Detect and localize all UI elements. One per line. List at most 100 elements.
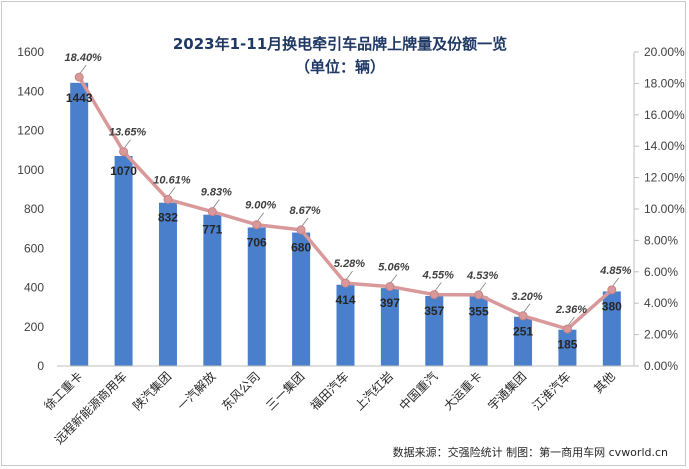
bar-value-label: 380 <box>602 299 622 313</box>
bar-value-label: 680 <box>291 241 311 255</box>
x-category-label: 大运重卡 <box>441 369 485 413</box>
right-y-tick-label: 0.00% <box>644 359 678 373</box>
share-leader-line <box>479 282 486 292</box>
data-labels: 1443 1070 832 771 706 680 414 397 357 355 251 185 38… <box>65 52 632 352</box>
source-note: 数据来源：交强险统计 制图：第一商用车网 cvworld.cn <box>393 445 668 459</box>
share-point <box>429 290 439 300</box>
left-y-tick-label: 1000 <box>17 163 44 177</box>
x-category-label: 其他 <box>591 369 618 396</box>
bar <box>425 295 444 366</box>
share-leader-line <box>168 187 176 196</box>
x-category-label: 陕汽集团 <box>130 369 175 414</box>
share-value-label: 5.06% <box>378 262 409 274</box>
bar <box>292 232 311 366</box>
x-category-label: 一汽解放 <box>174 369 219 414</box>
left-y-tick-label: 200 <box>24 320 44 334</box>
share-leader-line <box>79 64 87 74</box>
right-y-tick-label: 6.00% <box>644 265 678 279</box>
share-value-label: 9.83% <box>201 187 232 199</box>
bar <box>602 291 621 366</box>
bar-value-label: 414 <box>335 293 355 307</box>
share-leader-line <box>523 303 531 313</box>
left-y-tick-label: 0 <box>37 359 44 373</box>
share-point <box>562 324 572 334</box>
share-value-label: 13.65% <box>109 127 147 139</box>
bar-series <box>70 82 621 366</box>
bar <box>469 296 488 366</box>
right-y-tick-label: 4.00% <box>644 296 678 310</box>
bar-value-label: 771 <box>202 223 222 237</box>
right-y-tick-label: 16.00% <box>644 108 685 122</box>
share-value-label: 9.00% <box>245 200 276 212</box>
left-y-tick-label: 1400 <box>17 84 44 98</box>
share-leader-line <box>346 270 353 280</box>
bar-value-label: 832 <box>158 211 178 225</box>
right-y-tick-label: 10.00% <box>644 202 685 216</box>
share-leader-line <box>390 274 398 283</box>
share-value-label: 8.67% <box>290 205 321 217</box>
bar-value-label: 1070 <box>110 164 137 178</box>
chart-subtitle: （单位：辆） <box>295 58 385 76</box>
right-y-tick-label: 8.00% <box>644 233 678 247</box>
left-y-tick-label: 600 <box>24 241 44 255</box>
share-point <box>163 194 173 204</box>
x-category-label: 中国重汽 <box>396 369 441 414</box>
share-point <box>74 72 84 82</box>
share-leader-line <box>434 282 442 291</box>
share-value-label: 3.20% <box>511 291 542 303</box>
bar-value-label: 251 <box>513 325 533 339</box>
bar <box>203 214 222 366</box>
bar-value-label: 355 <box>469 304 489 318</box>
share-point <box>341 278 350 288</box>
share-leader-line <box>257 212 265 221</box>
x-category-label: 宇通集团 <box>485 369 530 414</box>
bar-value-label: 1443 <box>66 91 93 105</box>
x-category-label: 东风公司 <box>219 369 263 413</box>
bar-value-label: 185 <box>557 338 577 352</box>
bar-value-label: 357 <box>424 304 444 318</box>
share-point <box>607 285 617 295</box>
bar <box>70 82 89 366</box>
share-point <box>385 282 395 292</box>
x-category-label: 三一集团 <box>263 369 308 414</box>
x-category-label: 徐工重卡 <box>41 369 86 414</box>
bar <box>247 227 266 366</box>
bar <box>558 329 577 366</box>
share-point <box>252 220 262 230</box>
right-y-tick-label: 12.00% <box>644 171 685 185</box>
share-value-label: 5.28% <box>334 258 365 270</box>
bar <box>158 202 177 366</box>
left-y-tick-label: 1600 <box>17 45 44 59</box>
share-value-label: 4.85% <box>599 265 631 277</box>
left-y-tick-label: 400 <box>24 281 44 295</box>
share-leader-line <box>213 199 220 208</box>
bar <box>114 156 133 366</box>
share-line-series <box>74 72 617 334</box>
right-y-tick-label: 14.00% <box>644 139 685 153</box>
share-value-label: 18.40% <box>65 52 103 64</box>
share-point <box>296 225 306 235</box>
share-value-label: 2.36% <box>555 304 587 316</box>
share-value-label: 4.55% <box>422 270 454 282</box>
share-point <box>119 147 129 157</box>
share-point <box>474 290 484 300</box>
share-value-label: 4.53% <box>466 270 498 282</box>
share-value-label: 10.61% <box>153 174 191 186</box>
chart-title: 2023年1-11月换电牵引车品牌上牌量及份额一览 <box>173 35 507 53</box>
share-point <box>518 311 528 321</box>
share-leader-line <box>301 217 309 227</box>
x-category-label: 上汽红岩 <box>351 369 396 414</box>
left-y-tick-label: 1200 <box>17 124 44 138</box>
share-leader-line <box>568 316 575 326</box>
right-y-tick-label: 20.00% <box>644 45 685 59</box>
share-leader-line <box>612 277 620 287</box>
bar <box>380 288 399 366</box>
bar <box>336 284 355 366</box>
share-point <box>207 207 217 217</box>
x-category-label: 江淮汽车 <box>529 369 574 414</box>
x-category-label: 福田汽车 <box>307 369 352 414</box>
right-y-tick-label: 2.00% <box>644 328 678 342</box>
left-y-tick-label: 800 <box>24 202 44 216</box>
